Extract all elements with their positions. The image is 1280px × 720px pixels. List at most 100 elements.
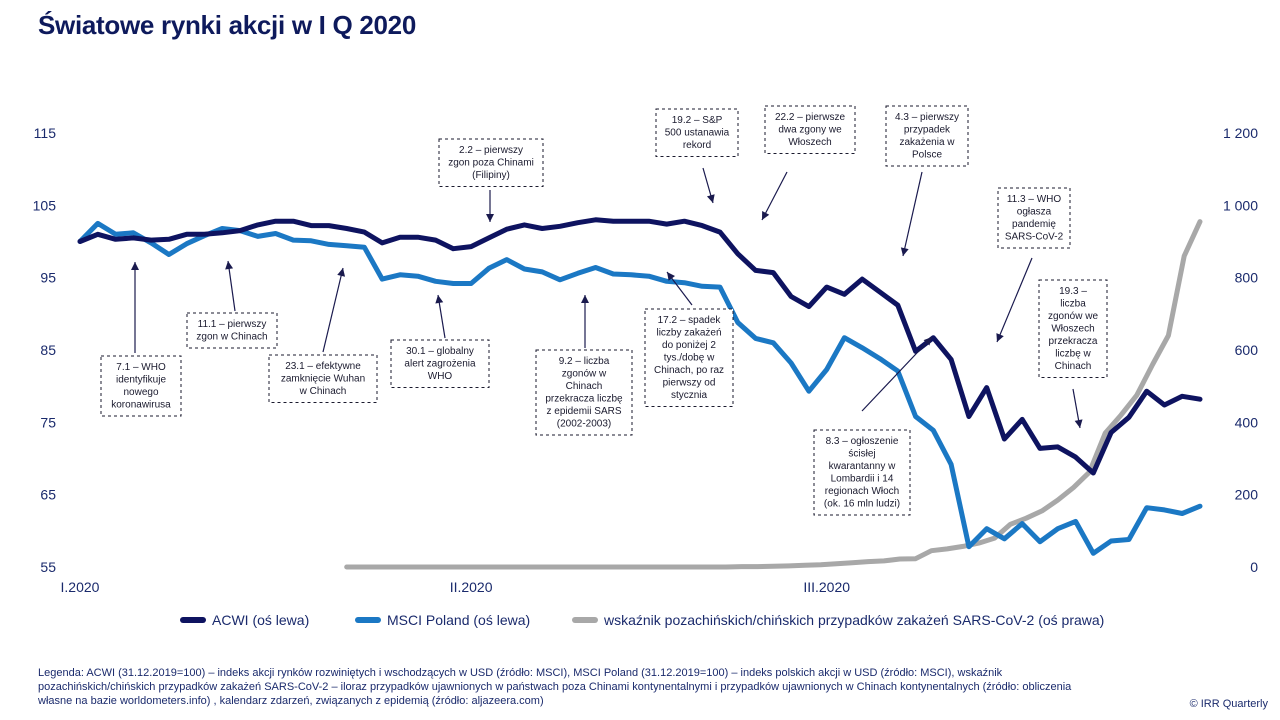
chart-svg: 55 65 75 85 95 105 115 0 200 400 600 800 1 000 1 200 I… <box>33 105 1259 595</box>
annotation-arrowhead <box>486 214 494 222</box>
series-line-1 <box>77 220 1203 556</box>
annotation-arrowhead <box>435 295 444 304</box>
annotation-text-line: do poniżej 2 <box>662 340 716 351</box>
legend-swatch-infection-ratio <box>572 617 598 623</box>
annotation-box <box>655 108 739 157</box>
annotation-4: 2.2 – pierwszy zgon poza Chinami(Filipiny… <box>438 138 544 222</box>
annotation-arrowhead <box>581 295 589 303</box>
annotation-text-line: 8.3 – ogłoszenie <box>826 436 899 447</box>
annotation-arrowhead <box>762 211 770 220</box>
chart-axes: 55 65 75 85 95 105 115 0 200 400 600 800 1 000 1 200 I… <box>33 125 1259 595</box>
annotation-text-line: Lombardii i 14 <box>831 474 894 485</box>
annotation-box <box>885 105 969 167</box>
y-right-tick-label: 1 000 <box>1223 197 1258 213</box>
annotation-text-line: 500 ustanawia <box>665 128 730 139</box>
annotation-arrow <box>227 260 236 312</box>
annotation-text-line: zgon w Chinach <box>196 332 267 343</box>
annotation-text-line: pandemię <box>1012 219 1056 230</box>
annotation-box <box>100 355 182 417</box>
annotation-box <box>535 349 633 436</box>
annotation-1: 11.1 – pierwszy zgon w Chinach <box>186 260 278 349</box>
chart-lines <box>77 217 1203 570</box>
annotation-text-line: (2002-2003) <box>557 419 611 430</box>
annotation-arrowhead <box>131 262 139 270</box>
annotation-arrowhead <box>923 337 932 346</box>
annotation-arrow <box>996 257 1033 343</box>
annotation-text-line: (ok. 16 mln ludzi) <box>824 499 900 510</box>
annotation-text-line: identyfikuje <box>116 375 166 386</box>
y-right-tick-label: 1 200 <box>1223 125 1258 141</box>
annotation-arrowhead <box>337 268 346 277</box>
annotation-text-line: Włoszech <box>1051 324 1094 335</box>
annotation-text-line: 19.3 – <box>1059 286 1087 297</box>
legend-item-msci-poland: MSCI Poland (oś lewa) <box>355 612 530 628</box>
y-left-tick-label: 115 <box>34 125 57 141</box>
annotation-text-line: liczba <box>1060 299 1086 310</box>
annotation-box <box>268 354 378 403</box>
annotation-text-line: dwa zgony we <box>778 125 842 136</box>
y-right-tick-label: 400 <box>1235 414 1259 430</box>
annotation-text-line: kwarantanny w <box>829 461 896 472</box>
series-line-2 <box>344 219 1203 570</box>
annotation-text-line: przekracza liczbę <box>545 394 623 405</box>
annotation-text-line: SARS-CoV-2 <box>1005 232 1064 243</box>
annotation-text-line: Włoszech <box>788 137 831 148</box>
series-line-0 <box>77 217 1203 476</box>
annotation-text-line: koronawirusa <box>111 400 171 411</box>
annotation-arrowhead <box>706 194 715 203</box>
y-left-tick-label: 85 <box>40 342 56 358</box>
annotation-box <box>813 429 911 516</box>
x-tick-label: II.2020 <box>450 579 493 595</box>
annotation-box <box>186 312 278 349</box>
annotation-text-line: nowego <box>123 387 158 398</box>
annotation-text-line: 4.3 – pierwszy <box>895 112 959 123</box>
legend-label-infection-ratio: wskaźnik pozachińskich/chińskich przypad… <box>604 612 1105 628</box>
annotation-box <box>764 105 856 154</box>
annotation-text-line: zakażenia w <box>899 137 955 148</box>
y-left-tick-label: 95 <box>40 270 56 286</box>
annotation-text-line: stycznia <box>671 390 708 401</box>
annotation-text-line: ścisłej <box>848 449 875 460</box>
y-right-tick-label: 800 <box>1235 270 1259 286</box>
legend-label-msci-poland: MSCI Poland (oś lewa) <box>387 612 531 628</box>
annotation-text-line: (Filipiny) <box>472 170 510 181</box>
y-right-tick-label: 600 <box>1235 342 1259 358</box>
annotation-arrowhead <box>225 261 234 270</box>
annotation-box <box>1038 279 1108 378</box>
annotation-text-line: zgon poza Chinami <box>448 158 534 169</box>
annotation-arrowhead <box>1074 419 1083 428</box>
annotation-text-line: pierwszy od <box>663 378 716 389</box>
legend-swatch-msci-poland <box>355 617 381 623</box>
annotation-text-line: 7.1 – WHO <box>116 362 166 373</box>
annotation-text-line: 11.1 – pierwszy <box>198 319 267 330</box>
y-right-tick-label: 200 <box>1235 487 1259 503</box>
annotation-text-line: 2.2 – pierwszy <box>459 145 523 156</box>
annotation-text-line: tys./dobę w <box>664 353 715 364</box>
chart-legend: ACWI (oś lewa) MSCI Poland (oś lewa) wsk… <box>0 612 1280 636</box>
annotation-arrowhead <box>996 333 1004 342</box>
annotation-text-line: liczbę w <box>1055 349 1091 360</box>
annotation-text-line: z epidemii SARS <box>546 406 621 417</box>
annotation-box <box>438 138 544 187</box>
annotation-text-line: rekord <box>683 140 711 151</box>
annotation-text-line: Chinach, po raz <box>654 365 724 376</box>
legend-swatch-acwi <box>180 617 206 623</box>
chart-title: Światowe rynki akcji w I Q 2020 <box>38 10 416 40</box>
annotation-text-line: zgonów w <box>562 369 607 380</box>
annotation-text-line: ogłasza <box>1017 207 1052 218</box>
annotation-arrow <box>322 267 344 353</box>
annotation-text-line: Chinach <box>1055 361 1092 372</box>
y-left-tick-label: 65 <box>40 487 56 503</box>
annotation-arrowhead <box>667 272 676 281</box>
y-left-tick-label: 105 <box>33 197 57 213</box>
annotation-text-line: regionach Włoch <box>825 486 899 497</box>
